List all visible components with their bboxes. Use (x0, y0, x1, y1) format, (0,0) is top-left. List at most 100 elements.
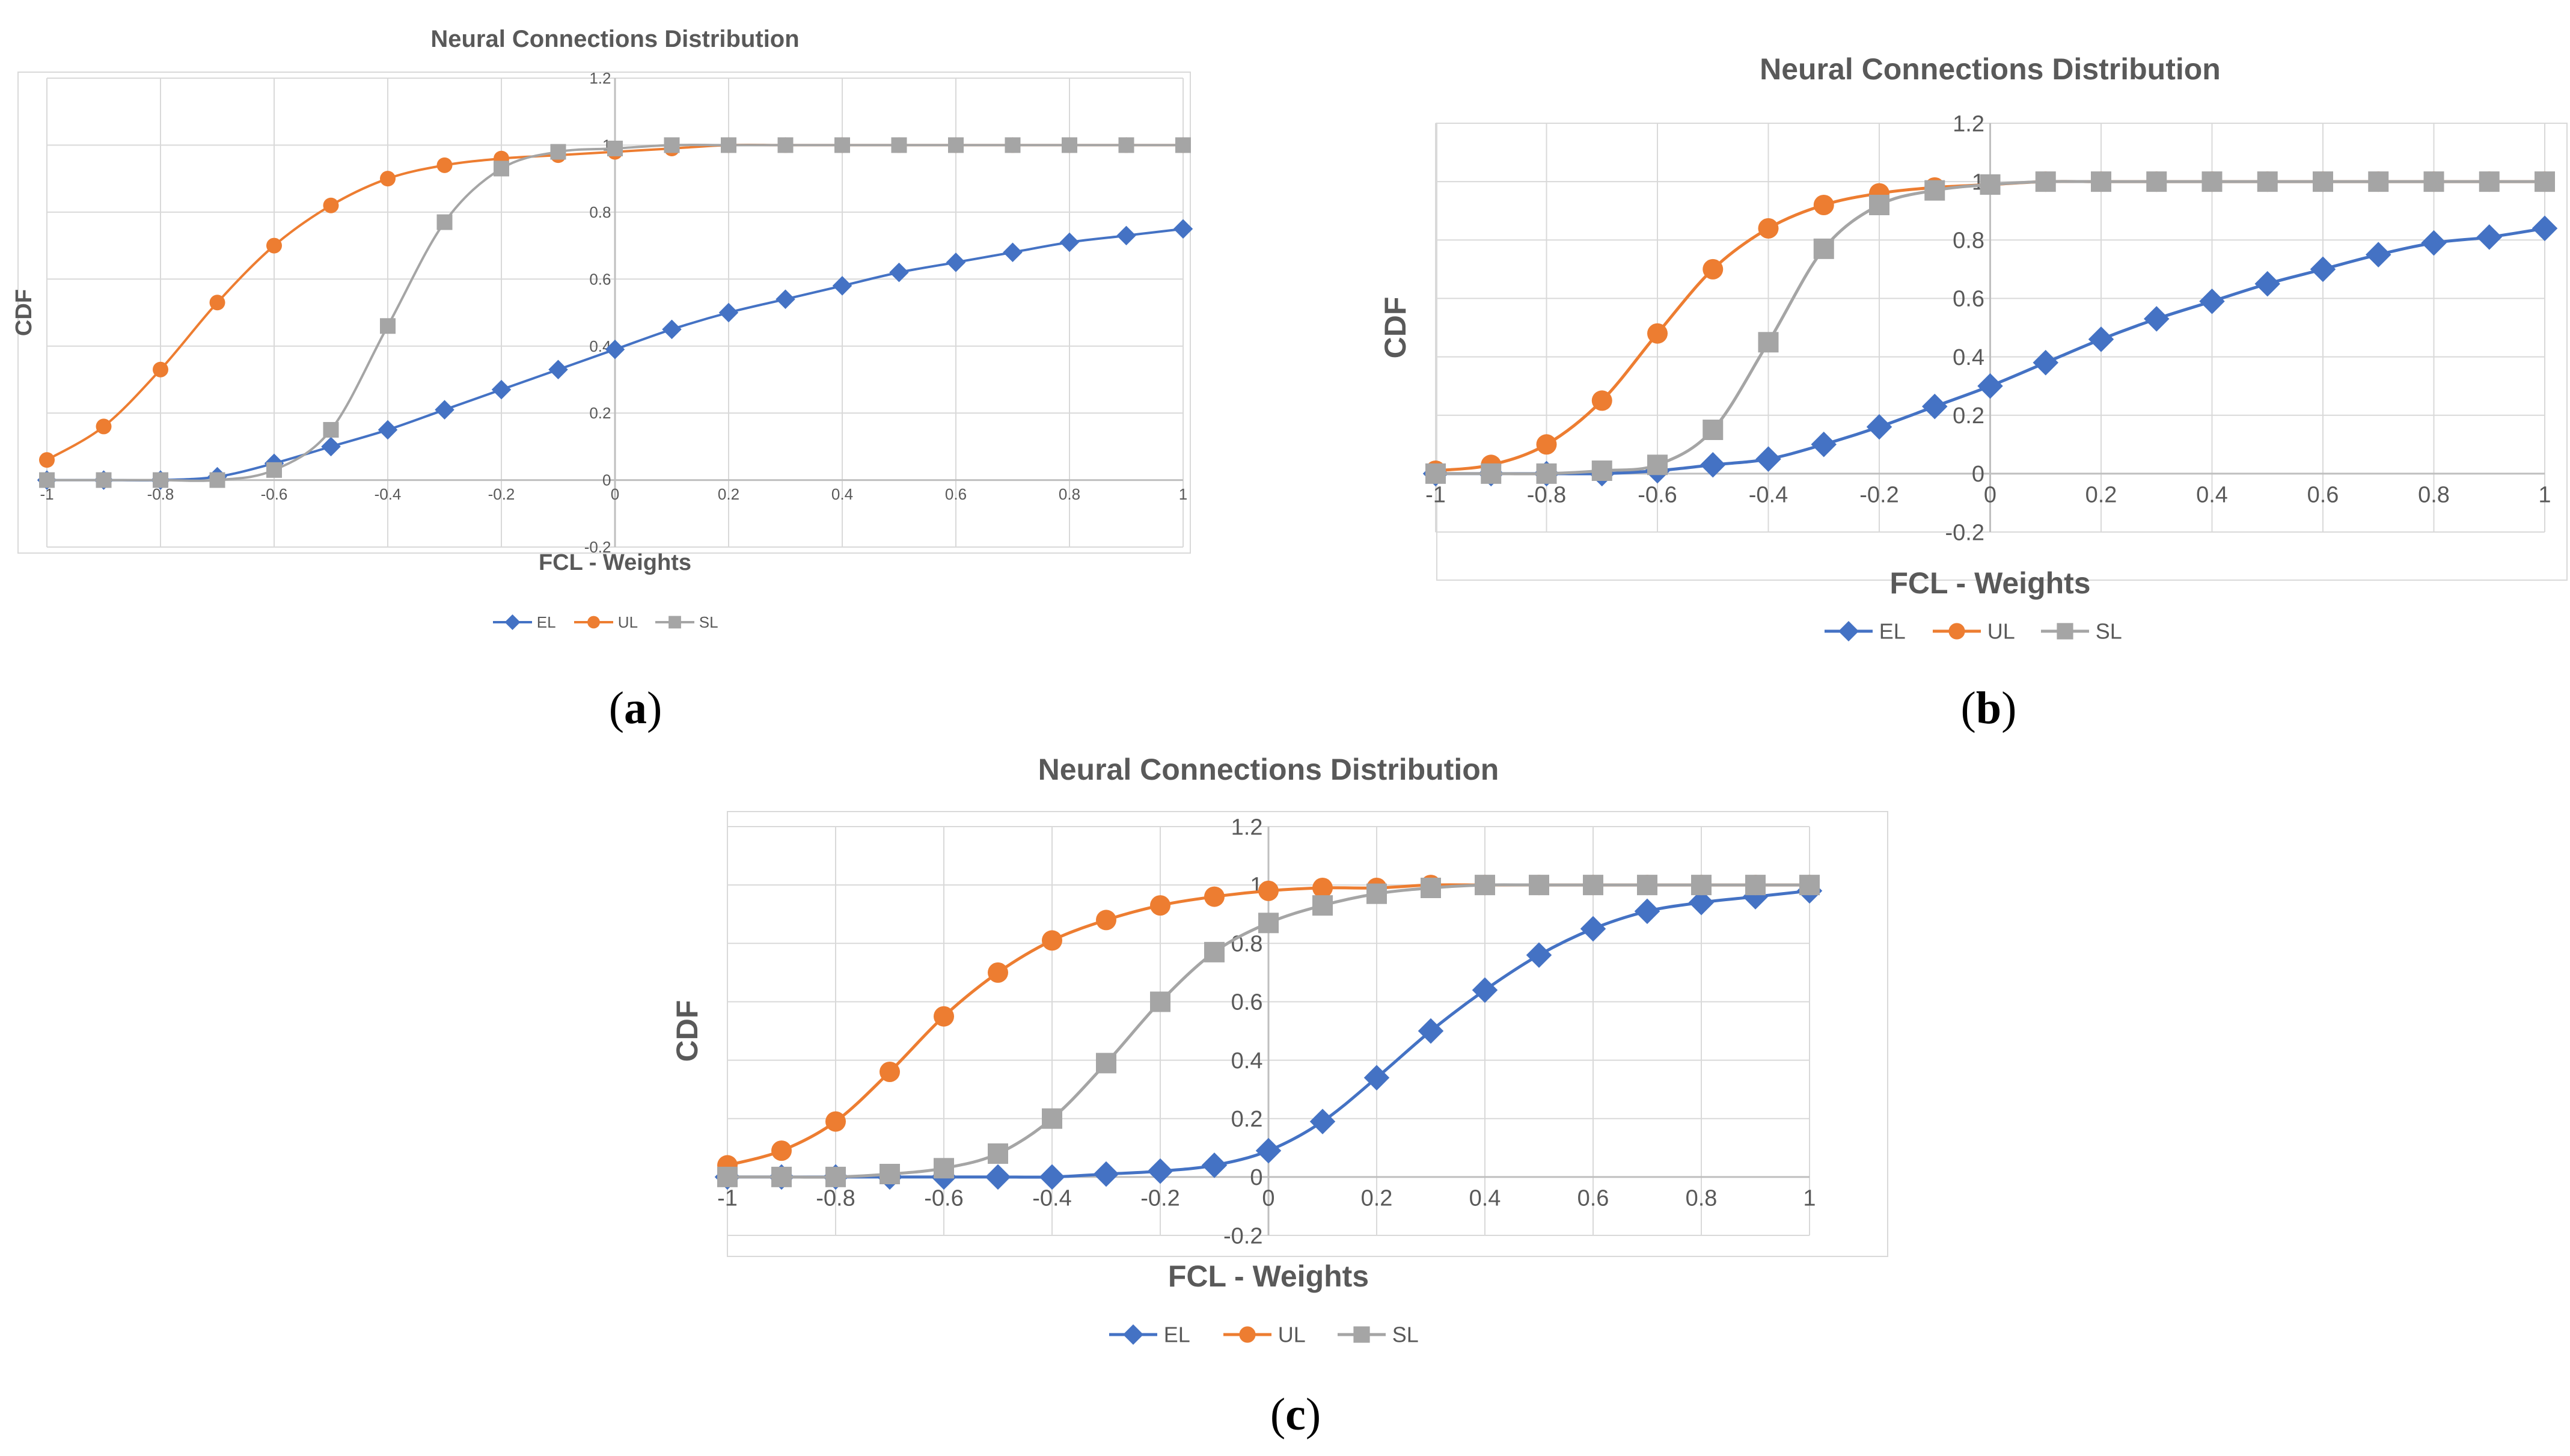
data-point-SL-c (1745, 875, 1766, 896)
data-point-SL-a (436, 214, 453, 230)
data-point-EL-b (2532, 215, 2558, 242)
legend-c: EL UL SL (1109, 1323, 1419, 1347)
y-tick-label-b: 0.8 (1953, 228, 1984, 254)
data-point-EL-a (605, 340, 625, 359)
data-point-SL-a (1062, 137, 1077, 153)
data-point-EL-b (2366, 242, 2391, 268)
data-point-SL-c (1529, 875, 1549, 896)
x-tick-label-b: -1 (1425, 482, 1446, 507)
data-point-SL-a (777, 137, 794, 153)
data-point-SL-a (948, 137, 964, 153)
data-point-SL-a (1118, 137, 1134, 153)
x-tick-label-c: -0.4 (1032, 1185, 1071, 1211)
data-point-EL-a (1173, 219, 1193, 239)
y-tick-label-c: 0.2 (1231, 1107, 1263, 1132)
data-point-UL-c (825, 1111, 846, 1132)
legend-label-EL-c: EL (1164, 1323, 1190, 1347)
data-point-EL-b (2421, 230, 2447, 256)
legend-marker-EL-c (1123, 1324, 1143, 1345)
caption-a: (a) (608, 683, 662, 733)
data-point-EL-b (1866, 414, 1892, 440)
chart-title-a: Neural Connections Distribution (430, 26, 799, 52)
data-point-EL-c (1742, 884, 1769, 910)
y-tick-label-b: -0.2 (1945, 520, 1984, 545)
data-point-UL-c (1150, 895, 1170, 916)
x-tick-label-c: 0 (1262, 1185, 1274, 1211)
data-point-SL-c (1421, 878, 1441, 898)
data-point-EL-a (662, 319, 682, 340)
y-axis-title-b: CDF (1378, 297, 1412, 359)
data-point-EL-a (1003, 242, 1023, 262)
data-point-EL-a (548, 359, 568, 379)
x-tick-label-b: 0.2 (2085, 482, 2117, 507)
legend-label-EL-a: EL (537, 613, 556, 631)
y-tick-label-c: 0.4 (1231, 1048, 1263, 1074)
y-tick-label-a: 1.2 (589, 69, 611, 87)
data-point-SL-b (1924, 180, 1945, 201)
x-tick-label-a: 0.6 (945, 485, 967, 503)
x-tick-label-c: 0.4 (1469, 1185, 1501, 1211)
x-tick-label-a: -1 (40, 485, 54, 503)
data-point-UL-a (209, 295, 225, 311)
data-point-SL-a (1175, 137, 1191, 153)
data-point-EL-c (1472, 977, 1498, 1003)
gridlines-a (46, 78, 1184, 548)
data-point-SL-c (988, 1143, 1008, 1164)
legend-marker-SL-a (669, 616, 681, 629)
data-point-EL-b (2476, 224, 2502, 250)
data-point-SL-c (1204, 941, 1225, 962)
chart-b: Neural Connections Distribution-0.200.20… (1378, 52, 2568, 644)
data-point-EL-b (2033, 350, 2058, 376)
x-tick-label-c: 1 (1803, 1185, 1816, 1211)
data-point-SL-b (1869, 195, 1889, 215)
x-tick-label-a: 0 (611, 485, 619, 503)
data-point-EL-c (1580, 916, 1606, 942)
caption-c: (c) (1270, 1389, 1321, 1440)
data-point-SL-a (39, 472, 55, 488)
data-point-SL-b (1481, 463, 1502, 484)
data-point-EL-a (1116, 225, 1136, 246)
legend-marker-SL-b (2057, 623, 2073, 640)
data-point-EL-c (1309, 1109, 1336, 1134)
data-point-UL-c (1312, 878, 1333, 898)
data-point-SL-a (550, 144, 566, 160)
data-point-SL-b (2535, 171, 2555, 192)
data-point-UL-b (1703, 258, 1724, 280)
data-point-EL-b (2199, 289, 2225, 314)
x-tick-label-a: -0.4 (375, 485, 402, 503)
x-tick-label-b: 0.4 (2196, 482, 2228, 507)
data-point-SL-c (1258, 913, 1279, 934)
data-point-SL-a (721, 137, 736, 153)
data-point-EL-c (985, 1164, 1011, 1190)
x-tick-label-b: -0.8 (1527, 482, 1566, 507)
data-point-UL-c (771, 1140, 792, 1161)
data-point-SL-a (96, 472, 112, 488)
legend-label-EL-b: EL (1879, 619, 1906, 644)
data-point-SL-c (1637, 875, 1657, 896)
data-point-SL-b (1647, 454, 1668, 476)
data-point-SL-a (266, 462, 282, 478)
legend-label-SL-b: SL (2096, 619, 2122, 644)
data-point-SL-b (2479, 171, 2500, 192)
y-tick-label-b: 0.6 (1953, 287, 1984, 312)
data-point-SL-c (934, 1158, 954, 1179)
series-SL-b (1425, 171, 2555, 484)
y-tick-label-b: 1.2 (1953, 111, 1984, 136)
x-tick-label-b: -0.6 (1638, 482, 1677, 507)
x-tick-label-c: 0.8 (1686, 1185, 1718, 1211)
data-point-UL-a (323, 197, 339, 213)
data-point-EL-b (2144, 306, 2170, 332)
x-tick-label-c: -0.8 (816, 1185, 855, 1211)
chart-frame-b (1436, 123, 2568, 581)
data-point-SL-a (380, 318, 396, 334)
data-point-EL-c (1201, 1152, 1228, 1178)
data-point-EL-a (1059, 232, 1080, 252)
data-point-SL-c (1150, 991, 1170, 1012)
data-point-SL-b (1591, 460, 1612, 481)
data-point-EL-b (1977, 373, 2003, 399)
data-point-EL-b (2310, 256, 2336, 283)
series-SL-c (717, 875, 1820, 1187)
data-point-SL-b (2146, 171, 2167, 192)
y-axis-title-c: CDF (670, 1000, 704, 1062)
y-tick-label-a: 0.8 (589, 203, 611, 221)
